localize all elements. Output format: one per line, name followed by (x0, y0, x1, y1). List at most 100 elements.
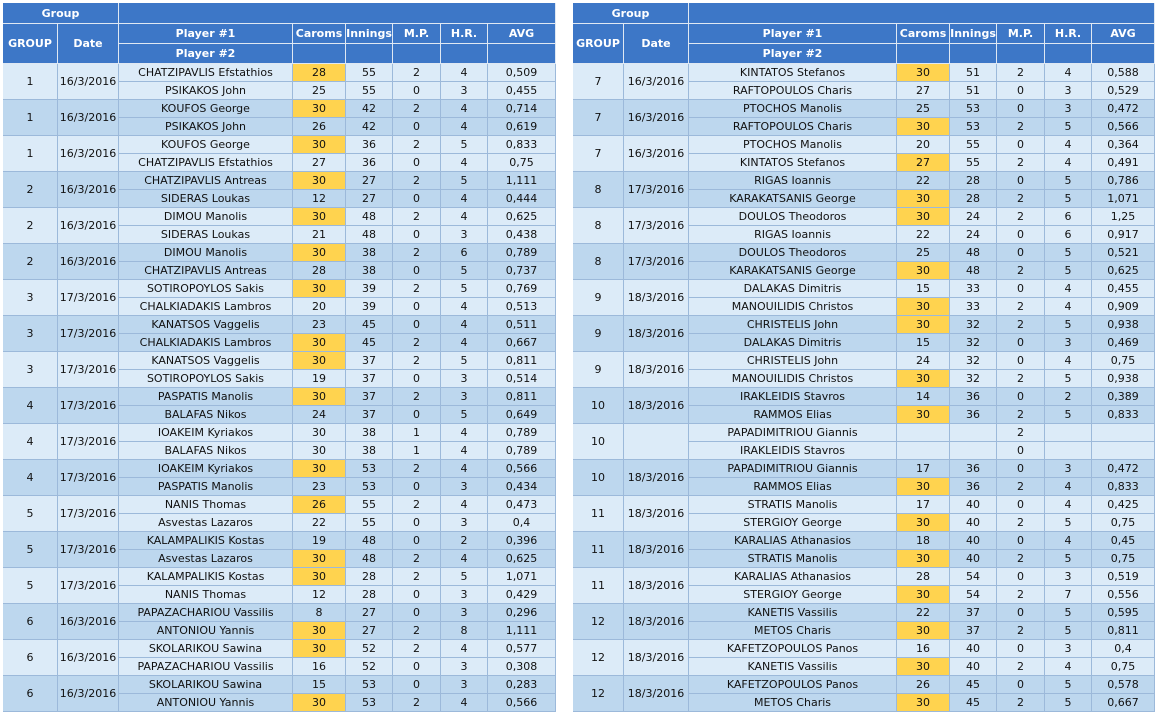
player-name: KOUFOS George (119, 136, 293, 154)
header-mp: M.P. (393, 24, 441, 44)
avg-cell (1092, 424, 1155, 442)
date-cell: 16/3/2016 (624, 64, 689, 100)
avg-cell: 0,4 (1092, 640, 1155, 658)
hr-cell: 5 (1045, 118, 1092, 136)
hr-cell: 6 (1045, 226, 1092, 244)
header-blank (119, 3, 556, 24)
hr-cell: 4 (441, 694, 488, 712)
innings-cell: 37 (950, 604, 997, 622)
date-cell: 17/3/2016 (624, 172, 689, 208)
avg-cell: 0,434 (488, 478, 556, 496)
caroms-cell: 24 (897, 352, 950, 370)
mp-cell: 0 (997, 226, 1045, 244)
innings-cell: 48 (346, 226, 393, 244)
hr-cell: 3 (441, 478, 488, 496)
group-cell: 9 (573, 316, 624, 352)
hr-cell: 3 (441, 226, 488, 244)
avg-cell: 1,071 (1092, 190, 1155, 208)
avg-cell: 0,75 (1092, 658, 1155, 676)
player-name: KARALIAS Athanasios (689, 568, 897, 586)
mp-cell: 2 (393, 388, 441, 406)
player-name: PTOCHOS Manolis (689, 136, 897, 154)
innings-cell: 24 (950, 226, 997, 244)
group-cell: 5 (3, 496, 58, 532)
avg-cell: 0,511 (488, 316, 556, 334)
player-name: MANOUILIDIS Christos (689, 370, 897, 388)
innings-cell: 37 (346, 352, 393, 370)
mp-cell: 2 (393, 568, 441, 586)
group-cell: 2 (3, 208, 58, 244)
mp-cell: 0 (393, 658, 441, 676)
caroms-cell: 19 (293, 370, 346, 388)
caroms-cell: 22 (897, 226, 950, 244)
innings-cell: 48 (346, 532, 393, 550)
group-cell: 8 (573, 172, 624, 208)
caroms-cell: 30 (293, 388, 346, 406)
hr-cell: 4 (1045, 496, 1092, 514)
avg-cell: 0,811 (488, 352, 556, 370)
player-name: BALAFAS Nikos (119, 442, 293, 460)
hr-cell: 4 (1045, 352, 1092, 370)
innings-cell: 38 (346, 424, 393, 442)
avg-cell: 0,577 (488, 640, 556, 658)
innings-cell: 48 (346, 208, 393, 226)
player-name: KALAMPALIKIS Kostas (119, 532, 293, 550)
hr-cell: 4 (441, 118, 488, 136)
mp-cell: 2 (997, 658, 1045, 676)
caroms-cell: 15 (897, 280, 950, 298)
hr-cell: 4 (1045, 532, 1092, 550)
caroms-cell: 30 (293, 460, 346, 478)
innings-cell: 33 (950, 298, 997, 316)
caroms-cell: 27 (897, 82, 950, 100)
avg-cell: 0,519 (1092, 568, 1155, 586)
mp-cell: 0 (997, 460, 1045, 478)
player-name: CHALKIADAKIS Lambros (119, 334, 293, 352)
player-name: RIGAS Ioannis (689, 172, 897, 190)
avg-cell: 0,811 (488, 388, 556, 406)
innings-cell: 39 (346, 280, 393, 298)
hr-cell: 4 (1045, 280, 1092, 298)
hr-cell: 5 (441, 172, 488, 190)
date-cell: 18/3/2016 (624, 640, 689, 676)
mp-cell: 0 (393, 514, 441, 532)
hr-cell: 5 (1045, 262, 1092, 280)
caroms-cell: 30 (293, 442, 346, 460)
mp-cell: 0 (997, 676, 1045, 694)
avg-cell: 0,833 (1092, 478, 1155, 496)
player-name: METOS Charis (689, 694, 897, 712)
mp-cell: 0 (997, 100, 1045, 118)
hr-cell: 5 (1045, 676, 1092, 694)
player-name: KANETIS Vassilis (689, 658, 897, 676)
player-name: Asvestas Lazaros (119, 514, 293, 532)
group-cell: 3 (3, 280, 58, 316)
caroms-cell: 12 (293, 190, 346, 208)
player-name: ANTONIOU Yannis (119, 622, 293, 640)
player-name: KAFETZOPOULOS Panos (689, 640, 897, 658)
innings-cell: 45 (346, 334, 393, 352)
player-name: PASPATIS Manolis (119, 388, 293, 406)
mp-cell: 0 (393, 190, 441, 208)
header-blank (346, 44, 393, 64)
caroms-cell: 30 (293, 244, 346, 262)
innings-cell: 32 (950, 334, 997, 352)
hr-cell: 4 (441, 334, 488, 352)
avg-cell: 1,071 (488, 568, 556, 586)
mp-cell: 2 (393, 460, 441, 478)
player-name: SIDERAS Loukas (119, 226, 293, 244)
caroms-cell: 16 (897, 640, 950, 658)
avg-cell: 0,472 (1092, 100, 1155, 118)
player-name: PAPAZACHARIOU Vassilis (119, 604, 293, 622)
caroms-cell: 30 (897, 514, 950, 532)
mp-cell: 0 (393, 298, 441, 316)
hr-cell: 5 (1045, 406, 1092, 424)
hr-cell: 4 (1045, 298, 1092, 316)
caroms-cell: 17 (897, 460, 950, 478)
hr-cell: 4 (441, 190, 488, 208)
avg-cell: 0,769 (488, 280, 556, 298)
player-name: CHATZIPAVLIS Efstathios (119, 64, 293, 82)
hr-cell: 5 (441, 262, 488, 280)
innings-cell: 32 (950, 370, 997, 388)
innings-cell: 40 (950, 514, 997, 532)
player-name: PASPATIS Manolis (119, 478, 293, 496)
caroms-cell: 30 (293, 352, 346, 370)
